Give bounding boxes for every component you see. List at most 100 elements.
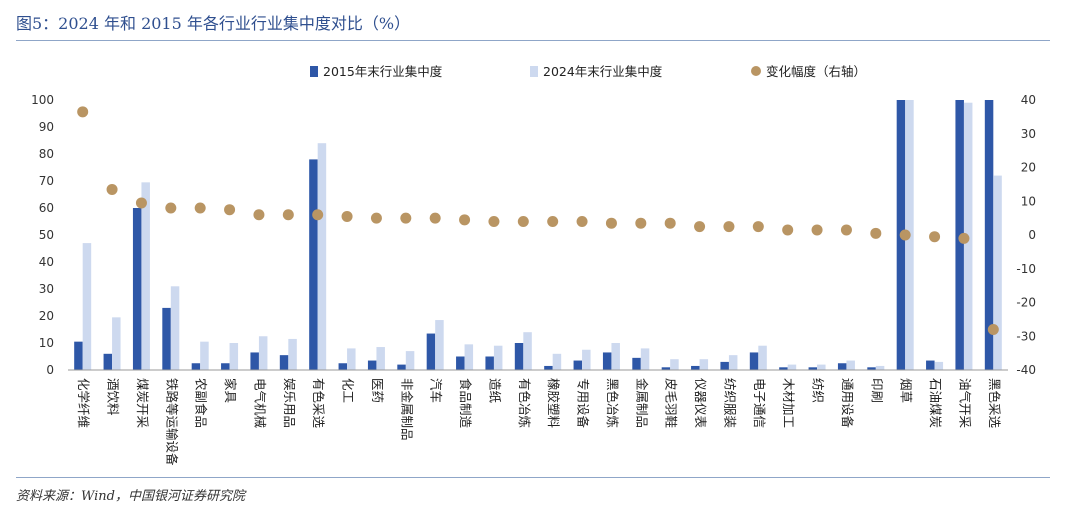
bar-2024 <box>552 353 562 370</box>
x-category-label: 金属制品 <box>634 378 649 428</box>
bar-2024 <box>435 320 444 370</box>
bar-2015 <box>602 352 612 370</box>
title-rule <box>16 40 1050 41</box>
change-dot <box>811 224 823 236</box>
x-category-label: 娱乐用品 <box>282 378 297 428</box>
change-dot <box>664 217 676 229</box>
y-left-tick-label: 60 <box>39 201 54 215</box>
bar-2015 <box>309 159 318 370</box>
x-category-label: 造纸 <box>487 378 502 404</box>
y-left-tick-label: 80 <box>39 147 54 161</box>
x-category-label: 家具 <box>223 378 238 404</box>
bar-2015 <box>191 363 201 370</box>
y-right-tick-label: 10 <box>1021 194 1036 208</box>
x-category-label: 化学纤维 <box>76 378 91 428</box>
bar-2015 <box>984 100 994 370</box>
change-dot <box>253 209 265 221</box>
y-axis-right: -40 -30 -20 -10 0 10 20 30 40 <box>1016 93 1036 377</box>
bar-2015 <box>162 307 171 370</box>
bar-2015 <box>837 363 847 370</box>
x-category-label: 黑色冶炼 <box>605 378 620 428</box>
bar-2024 <box>758 345 767 370</box>
bar-2024 <box>817 364 826 370</box>
x-category-label: 皮毛羽鞋 <box>664 378 679 429</box>
y-right-tick-label: 0 <box>1028 228 1036 242</box>
bar-2015 <box>250 352 259 370</box>
bar-2015 <box>926 360 935 370</box>
x-category-label: 纺织 <box>811 378 826 403</box>
change-dot <box>488 216 500 227</box>
x-axis-categories: 化学纤维 酒饮料 煤炭开采 铁路等运输设备 农副食品 家具 电气机械 娱乐用品 有色采选 化工 医药… <box>76 378 1002 466</box>
bar-2024 <box>699 359 709 370</box>
legend-swatch-change <box>751 66 761 76</box>
x-category-label: 烟草 <box>899 378 914 403</box>
change-dot <box>752 221 764 233</box>
y-right-tick-label: -40 <box>1016 363 1036 377</box>
x-category-label: 黑色采选 <box>987 378 1002 429</box>
change-dot <box>576 216 588 227</box>
bar-2024 <box>728 355 738 370</box>
x-category-label: 木材加工 <box>781 378 796 428</box>
change-dot <box>106 183 118 195</box>
change-dot <box>899 229 911 241</box>
change-dot <box>459 214 471 226</box>
bar-2015 <box>573 360 583 370</box>
change-dot <box>605 217 617 229</box>
bar-2024 <box>787 364 797 370</box>
bar-2024 <box>376 347 385 370</box>
x-category-label: 油气开采 <box>957 378 972 429</box>
figure-title: 图5：2024 年和 2015 年各行业行业集中度对比（%） <box>16 14 411 33</box>
bar-2015 <box>544 365 553 370</box>
x-category-label: 专用设备 <box>576 378 591 429</box>
change-dot <box>224 204 236 216</box>
bar-2024 <box>258 336 268 370</box>
x-category-label: 石油煤炭 <box>928 378 943 428</box>
bar-2024 <box>82 243 92 370</box>
y-right-tick-label: -30 <box>1016 329 1036 343</box>
bar-2015 <box>456 356 465 370</box>
legend-swatch-2024 <box>530 66 538 77</box>
change-dot <box>429 212 441 224</box>
source-note: 资料来源：Wind，中国银河证券研究院 <box>16 489 245 504</box>
change-dot <box>165 202 177 214</box>
change-dot <box>694 221 706 233</box>
change-dot <box>194 202 206 214</box>
y-right-tick-label: 30 <box>1021 127 1036 141</box>
change-dot <box>312 209 324 221</box>
change-dot <box>400 212 412 224</box>
x-category-label: 食品制造 <box>458 378 473 429</box>
change-dot <box>635 217 647 229</box>
bar-2015 <box>338 363 348 370</box>
y-right-tick-label: -20 <box>1016 296 1036 310</box>
bar-2015 <box>397 364 406 370</box>
bar-2024 <box>875 365 885 370</box>
bar-2015 <box>720 361 729 370</box>
change-dot <box>282 209 294 221</box>
bar-2024 <box>611 343 620 370</box>
change-dot <box>929 231 941 243</box>
bar-2015 <box>808 367 818 370</box>
bar-2015 <box>132 208 142 370</box>
x-category-label: 酒饮料 <box>106 378 121 416</box>
y-right-tick-label: -10 <box>1016 262 1036 276</box>
y-left-tick-label: 90 <box>39 120 54 134</box>
x-category-label: 医药 <box>370 378 385 403</box>
x-category-label: 有色冶炼 <box>517 378 532 428</box>
y-axis-left: 0 10 20 30 40 50 60 70 80 90 100 <box>31 93 54 377</box>
bar-2015 <box>661 367 671 370</box>
change-dot <box>987 324 999 335</box>
bar-2024 <box>405 351 415 370</box>
bar-2024 <box>112 317 121 370</box>
legend: 2015年末行业集中度 2024年末行业集中度 变化幅度（右轴） <box>310 64 866 79</box>
bar-2024 <box>288 338 297 370</box>
change-dot <box>958 232 970 244</box>
bar-2015 <box>514 343 524 370</box>
change-dot <box>723 221 735 233</box>
x-category-label: 汽车 <box>429 378 444 403</box>
bar-2024 <box>493 345 503 370</box>
x-category-label: 电气机械 <box>252 378 267 429</box>
bar-2024 <box>347 348 356 370</box>
bar-2024 <box>523 332 532 370</box>
bar-2015 <box>632 357 641 370</box>
